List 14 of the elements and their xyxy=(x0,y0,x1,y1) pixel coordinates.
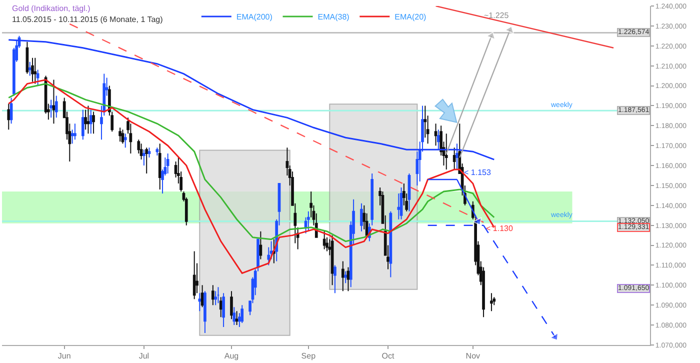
annotation: ~1.225 xyxy=(484,11,510,20)
x-tick-label: Aug xyxy=(224,352,239,361)
chart-title: Gold (Indikation, tägl.) xyxy=(12,4,91,13)
x-tick-label: Sep xyxy=(301,352,316,361)
legend-label: EMA(200) xyxy=(236,12,273,22)
annotation: < 1.130 xyxy=(486,224,514,233)
x-tick-label: Jun xyxy=(58,352,71,361)
x-tick-label: Jul xyxy=(138,352,150,361)
legend-label: EMA(20) xyxy=(394,12,427,22)
x-tick-label: Nov xyxy=(466,352,480,361)
x-tick-label: Oct xyxy=(382,352,396,361)
text: 11.05.2015 - 10.11.2015 (6 Monate, 1 Tag) xyxy=(12,15,164,24)
annotation: < 1.153 xyxy=(464,168,492,177)
legend-label: EMA(38) xyxy=(318,12,350,22)
